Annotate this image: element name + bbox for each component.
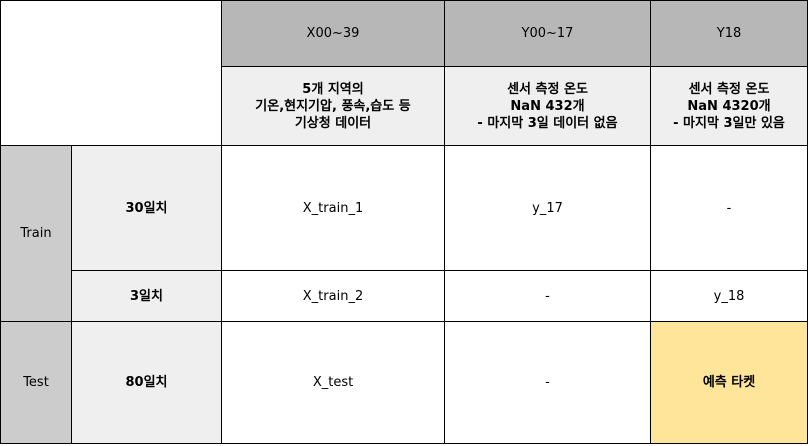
table-row: Test 80일치 X_test - 예측 타켓: [0, 321, 808, 444]
group-train: Train: [0, 145, 72, 322]
table-row: Train 30일치 X_train_1 y_17 -: [0, 145, 808, 322]
desc-line: 센서 측정 온도: [688, 81, 770, 97]
days-cell: 30일치: [71, 145, 222, 271]
x-cell: X_train_2: [221, 270, 445, 322]
subheader-y-desc: 센서 측정 온도 NaN 432개 - 마지막 3일 데이터 없음: [444, 66, 651, 146]
y18-cell: y_18: [650, 270, 808, 322]
desc-line: 센서 측정 온도: [507, 81, 588, 97]
desc-line: NaN 4320개: [687, 98, 771, 114]
days-cell: 80일치: [71, 321, 222, 444]
y-cell: y_17: [444, 145, 651, 271]
desc-line: NaN 432개: [510, 98, 585, 114]
header-y-range: Y00~17: [444, 0, 651, 67]
desc-line: - 마지막 3일 데이터 없음: [477, 115, 618, 131]
desc-line: 기온,현지기압, 풍속,습도 등: [255, 98, 411, 114]
header-x: X00~39: [221, 0, 445, 67]
table-row: 3일치 X_train_2 - y_18: [1, 270, 808, 322]
days-cell: 3일치: [71, 270, 222, 322]
header-row: X00~39 Y00~17 Y18: [0, 0, 808, 146]
desc-line: 5개 지역의: [302, 81, 364, 97]
y18-cell: -: [650, 145, 808, 271]
y-cell: -: [444, 321, 651, 444]
group-test: Test: [0, 321, 72, 444]
desc-line: 기상청 데이터: [294, 115, 372, 131]
subheader-y18-desc: 센서 측정 온도 NaN 4320개 - 마지막 3일만 있음: [650, 66, 808, 146]
y-cell: -: [444, 270, 651, 322]
x-cell: X_test: [221, 321, 445, 444]
subheader-x-desc: 5개 지역의 기온,현지기압, 풍속,습도 등 기상청 데이터: [221, 66, 445, 146]
x-cell: X_train_1: [221, 145, 445, 271]
prediction-target-cell: 예측 타켓: [650, 321, 808, 444]
corner-cell: [0, 0, 222, 146]
subheader-row: 5개 지역의 기온,현지기압, 풍속,습도 등 기상청 데이터 센서 측정 온도…: [1, 66, 808, 146]
desc-line: - 마지막 3일만 있음: [673, 115, 785, 131]
header-y18: Y18: [650, 0, 808, 67]
